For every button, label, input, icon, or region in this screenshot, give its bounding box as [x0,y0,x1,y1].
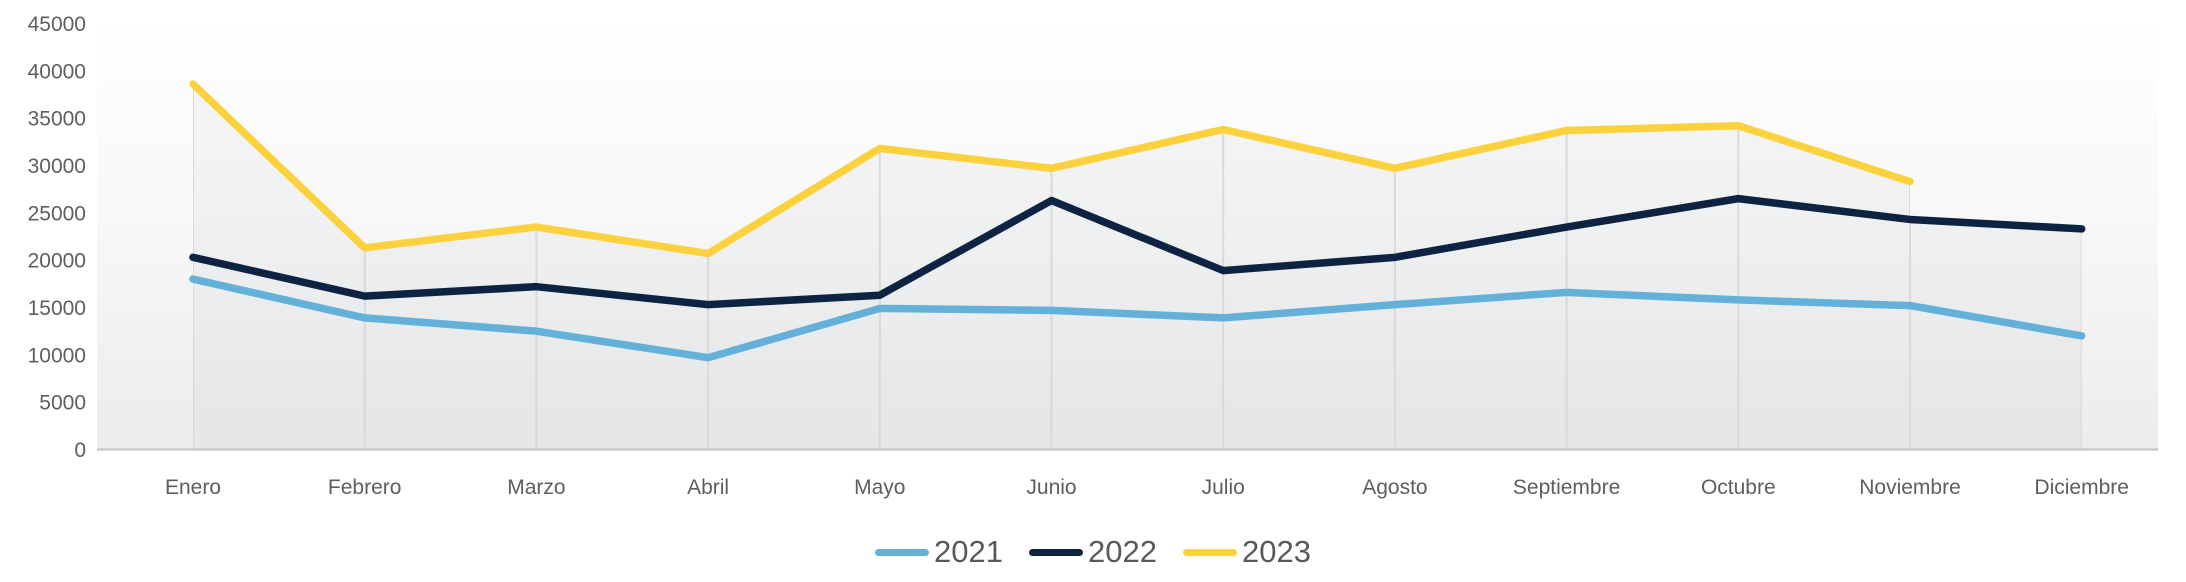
series-line-2022[interactable] [189,194,2086,309]
svg-text:Enero: Enero [165,476,221,499]
svg-text:Abril: Abril [687,476,729,499]
svg-text:Octubre: Octubre [1701,476,1776,499]
svg-text:Junio: Junio [1026,476,1076,499]
svg-text:5000: 5000 [39,392,86,415]
svg-text:Julio: Julio [1202,476,1245,499]
svg-text:15000: 15000 [28,297,86,320]
legend-swatch-2022-icon [1029,548,1084,556]
svg-text:20000: 20000 [28,250,86,273]
area-fill [193,84,2082,450]
legend-label-2022: 2022 [1088,534,1157,569]
y-axis-labels: 45000 40000 35000 30000 25000 20000 15000 10000… [28,13,86,462]
legend-swatch-2023-icon [1182,548,1237,556]
svg-text:45000: 45000 [28,13,86,36]
svg-text:Septiembre: Septiembre [1513,476,1620,499]
legend-swatch-2021-icon [875,548,930,556]
legend-item-2023[interactable]: 2023 [1182,534,1311,569]
svg-text:Mayo: Mayo [854,476,905,499]
svg-text:Agosto: Agosto [1362,476,1427,499]
svg-text:35000: 35000 [28,108,86,131]
svg-text:25000: 25000 [28,202,86,225]
svg-text:30000: 30000 [28,155,86,178]
svg-text:Diciembre: Diciembre [2034,476,2129,499]
svg-text:Noviembre: Noviembre [1859,476,1961,499]
legend-label-2023: 2023 [1241,534,1311,569]
series-line-2023[interactable] [189,80,1914,258]
series-line-2021[interactable] [189,275,2086,362]
legend: 2021 2022 2023 [0,535,2186,569]
legend-item-2021[interactable]: 2021 [875,535,1003,569]
x-axis-labels: Enero Febrero Marzo Abril Mayo Junio Julio Agos… [165,476,2129,499]
svg-text:40000: 40000 [28,60,86,83]
svg-text:Marzo: Marzo [507,476,565,499]
svg-text:10000: 10000 [28,344,86,367]
svg-text:Febrero: Febrero [328,476,402,499]
legend-item-2022[interactable]: 2022 [1029,535,1157,569]
svg-text:0: 0 [74,439,86,462]
legend-label-2021: 2021 [934,534,1004,569]
